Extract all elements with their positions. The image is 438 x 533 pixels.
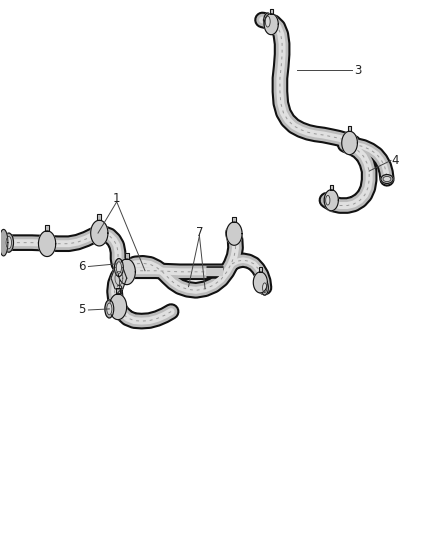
Text: 5: 5 bbox=[78, 303, 85, 317]
Polygon shape bbox=[233, 216, 236, 222]
Text: 7: 7 bbox=[196, 225, 203, 239]
Ellipse shape bbox=[107, 303, 112, 315]
Polygon shape bbox=[116, 288, 120, 294]
Ellipse shape bbox=[4, 233, 14, 252]
Text: 2: 2 bbox=[115, 284, 123, 297]
Polygon shape bbox=[264, 14, 278, 35]
Ellipse shape bbox=[105, 300, 114, 318]
Ellipse shape bbox=[265, 16, 270, 27]
Polygon shape bbox=[270, 9, 273, 14]
Ellipse shape bbox=[324, 193, 332, 208]
Polygon shape bbox=[259, 267, 262, 272]
Ellipse shape bbox=[6, 237, 11, 249]
Ellipse shape bbox=[383, 176, 391, 182]
Polygon shape bbox=[324, 190, 338, 211]
Polygon shape bbox=[226, 222, 242, 245]
Text: 1: 1 bbox=[113, 192, 120, 205]
Polygon shape bbox=[110, 294, 127, 320]
Ellipse shape bbox=[117, 262, 121, 273]
Polygon shape bbox=[348, 126, 351, 131]
Polygon shape bbox=[0, 229, 8, 256]
Ellipse shape bbox=[262, 283, 267, 293]
Polygon shape bbox=[97, 214, 101, 220]
Polygon shape bbox=[253, 272, 267, 293]
Polygon shape bbox=[39, 231, 56, 256]
Ellipse shape bbox=[114, 259, 124, 277]
Ellipse shape bbox=[264, 13, 272, 30]
Polygon shape bbox=[111, 268, 127, 289]
Text: 6: 6 bbox=[78, 260, 86, 273]
Ellipse shape bbox=[261, 280, 268, 295]
Polygon shape bbox=[125, 253, 129, 259]
Polygon shape bbox=[330, 185, 333, 190]
Polygon shape bbox=[91, 220, 108, 246]
Polygon shape bbox=[45, 225, 49, 231]
Ellipse shape bbox=[381, 175, 393, 183]
Text: 4: 4 bbox=[392, 154, 399, 167]
Polygon shape bbox=[118, 259, 135, 285]
Polygon shape bbox=[342, 131, 357, 155]
Text: 3: 3 bbox=[355, 64, 362, 77]
Ellipse shape bbox=[326, 196, 330, 205]
